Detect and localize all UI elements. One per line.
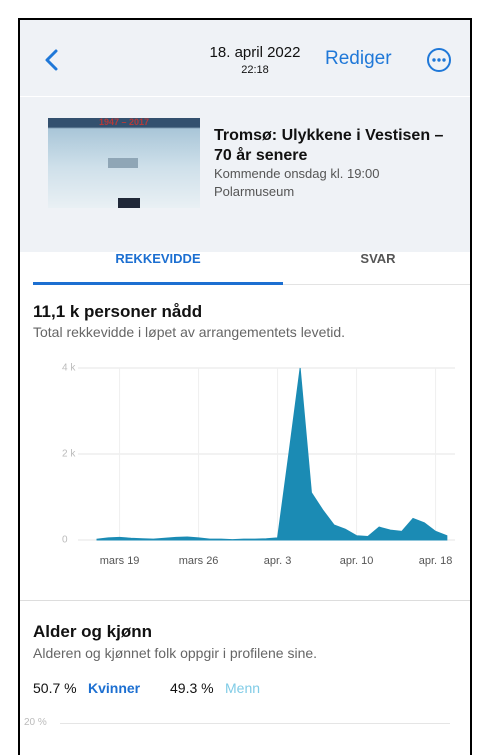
y-tick-label: 4 k: [62, 363, 76, 374]
x-tick-label: apr. 10: [340, 555, 374, 567]
y-tick-label: 2 k: [62, 449, 76, 460]
men-label: Menn: [225, 680, 260, 696]
x-tick-label: apr. 18: [419, 555, 453, 567]
x-tick-label: mars 19: [100, 555, 140, 567]
phone-screen: 18. april 2022 22:18 Rediger 1947 – 2017…: [18, 18, 472, 755]
age-grid-line: [60, 723, 450, 724]
x-tick-label: apr. 3: [264, 555, 292, 567]
women-share: 50.7 %: [33, 680, 77, 696]
x-tick-label: mars 26: [179, 555, 219, 567]
demographics-subtitle: Alderen og kjønnet folk oppgir i profile…: [33, 645, 317, 661]
y-tick-label: 0: [62, 535, 68, 546]
women-label: Kvinner: [88, 680, 140, 696]
demographics-title: Alder og kjønn: [33, 622, 152, 642]
section-divider: [20, 600, 470, 601]
page: 18. april 2022 22:18 Rediger 1947 – 2017…: [0, 0, 488, 753]
reach-chart: 0 2 k 4 k mars 19 mars 26 apr. 3 apr. 10 apr. 1…: [18, 18, 470, 600]
men-share: 49.3 %: [170, 680, 214, 696]
age-axis-label: 20 %: [24, 717, 47, 728]
